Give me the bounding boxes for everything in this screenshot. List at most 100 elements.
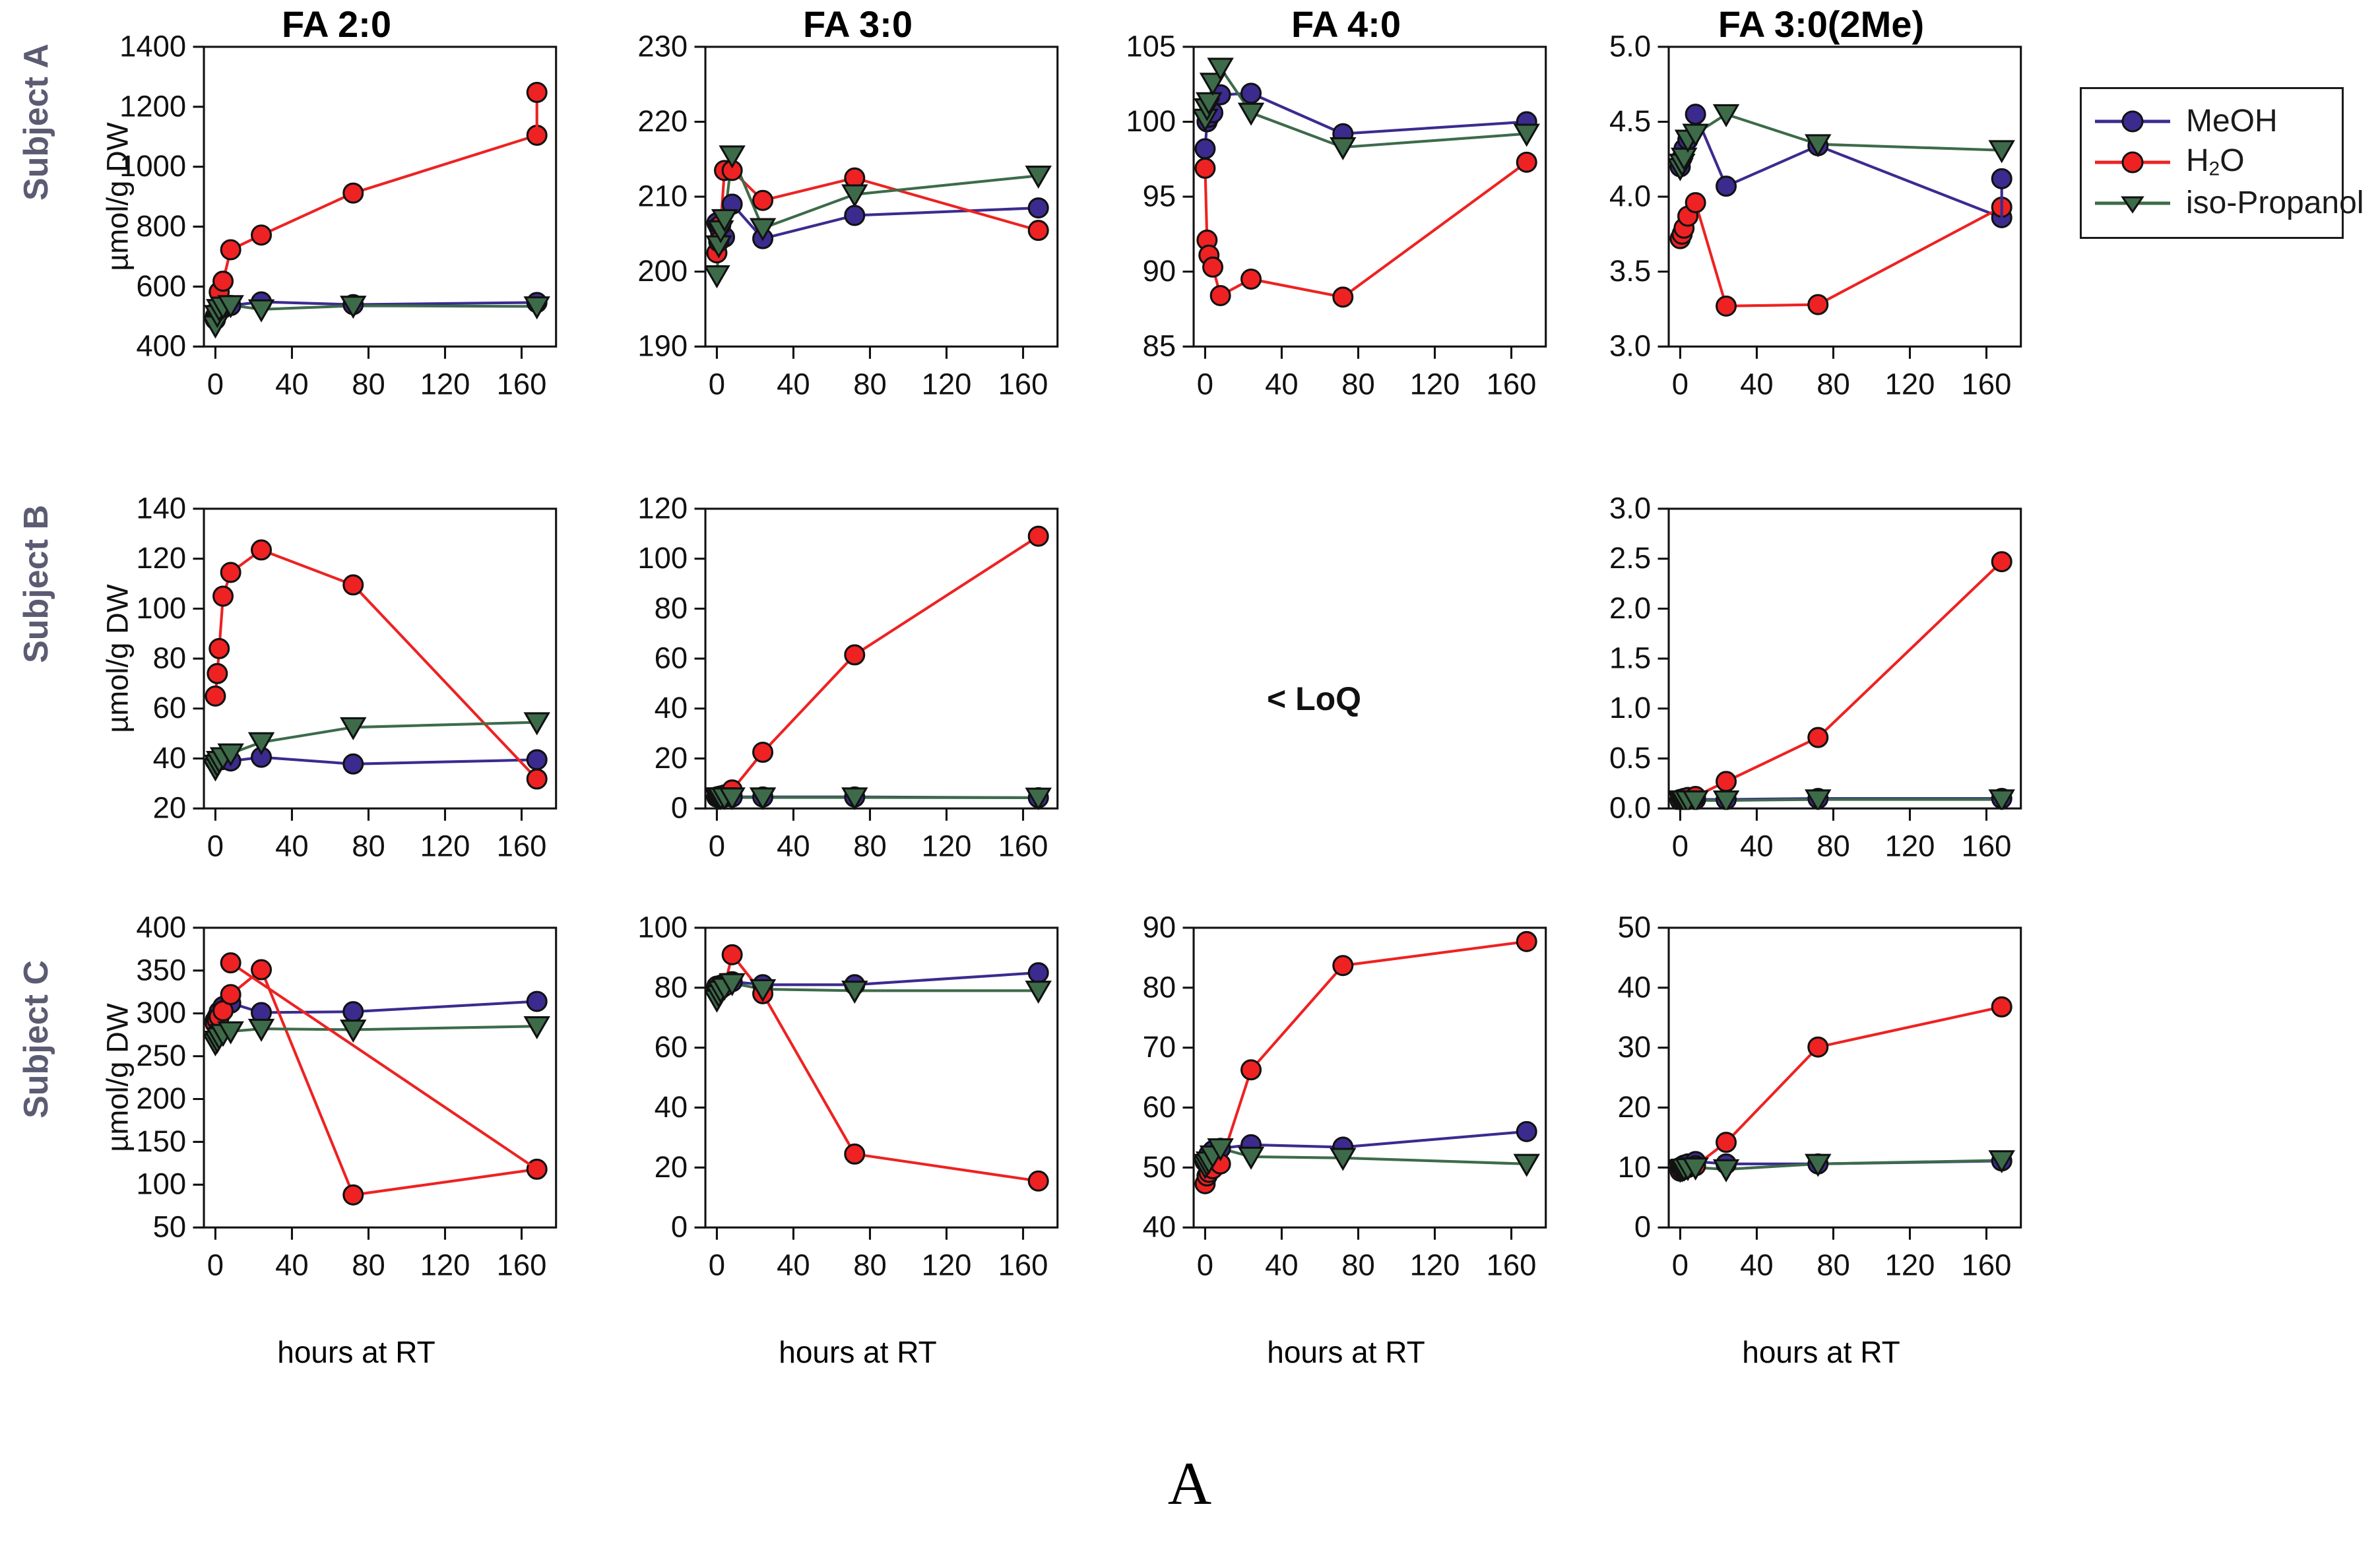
data-point-marker	[844, 205, 866, 226]
data-point-marker	[251, 539, 273, 561]
x-tick-label: 120	[1885, 367, 1935, 401]
x-tick-label: 0	[1672, 1248, 1689, 1281]
y-tick-label: 1.0	[1609, 691, 1651, 725]
y-tick-label: 40	[1618, 970, 1652, 1004]
legend-item-h2o[interactable]: H2O	[2094, 142, 2325, 183]
data-point-marker	[705, 265, 730, 289]
series-layer	[204, 82, 550, 339]
y-tick-label: 1400	[119, 29, 186, 63]
x-tick-label: 40	[275, 1248, 309, 1281]
data-point-marker	[1988, 789, 2015, 810]
x-tick-label: 80	[352, 1248, 385, 1281]
x-tick-label: 0	[709, 367, 725, 401]
series-layer	[705, 525, 1052, 810]
data-point-marker	[1682, 1157, 1709, 1181]
data-point-marker	[209, 637, 230, 659]
x-tick-label: 0	[207, 829, 224, 862]
data-point-marker	[340, 296, 367, 319]
legend-key-h2o-icon	[2095, 151, 2170, 174]
data-point-marker	[1027, 1170, 1049, 1192]
y-tick-label: 0.5	[1609, 741, 1651, 775]
legend-label-h2o: H2O	[2186, 143, 2245, 180]
series-line-extra	[230, 961, 538, 1171]
data-point-marker	[342, 182, 364, 204]
data-point-marker	[523, 296, 550, 320]
data-point-marker	[1716, 176, 1737, 197]
x-tick-label: 40	[777, 829, 810, 862]
y-tick-label: 50	[1143, 1150, 1176, 1184]
x-tick-label: 120	[1410, 1248, 1460, 1281]
y-tick-label: 40	[655, 1090, 688, 1124]
data-point-marker	[1805, 1153, 1832, 1177]
x-tick-label: 80	[1341, 367, 1375, 401]
y-tick-label: 4.0	[1609, 179, 1651, 213]
data-point-marker	[1240, 82, 1262, 104]
data-point-marker	[526, 749, 548, 771]
plot-frame	[203, 46, 558, 348]
series-layer	[1194, 57, 1540, 308]
y-tick-label: 20	[655, 1150, 688, 1184]
y-tick-label: 50	[153, 1210, 187, 1244]
x-tick-label: 40	[1740, 367, 1774, 401]
x-tick-label: 120	[420, 829, 470, 862]
y-axis-title: µmol/g DW	[100, 584, 134, 733]
y-tick-label: 1.5	[1609, 641, 1651, 675]
y-tick-label: 300	[136, 996, 186, 1029]
legend-item-isopropanol[interactable]: iso-Propanol	[2094, 183, 2364, 224]
x-tick-label: 0	[1197, 367, 1213, 401]
x-tick-label: 120	[922, 367, 972, 401]
x-tick-label: 40	[275, 829, 309, 862]
data-point-marker	[719, 145, 746, 169]
chart-panel-a-fa3_0_2me: 3.0 3.5 4.0 4.5 5.0 0 40 80 120 160	[1544, 26, 2045, 449]
y-tick-label: 100	[637, 910, 688, 944]
data-point-marker	[1712, 104, 1740, 127]
x-tick-label: 80	[352, 367, 385, 401]
data-point-marker	[220, 952, 241, 974]
data-point-marker	[1716, 295, 1737, 317]
data-point-marker	[205, 685, 226, 707]
series-line-meoh	[1679, 113, 2003, 219]
series-line-h2o	[1679, 560, 2003, 802]
chart-panel-c-fa3_0_2me: 0 10 20 30 40 50 0 40 80 120 160	[1544, 907, 2045, 1330]
data-point-marker	[1671, 147, 1698, 171]
x-tick-label: 120	[420, 1248, 470, 1281]
y-tick-label: 10	[1618, 1150, 1652, 1184]
x-tick-label: 160	[1487, 1248, 1537, 1281]
data-point-marker	[340, 717, 367, 740]
plot-frame	[203, 926, 558, 1229]
y-tick-label: 1000	[119, 149, 186, 183]
data-point-marker	[217, 1021, 244, 1045]
data-point-marker	[1805, 134, 1832, 158]
data-point-marker	[752, 189, 774, 211]
x-tick-label: 160	[1962, 829, 2012, 862]
y-tick-label: 40	[655, 691, 688, 725]
data-point-marker	[251, 959, 273, 981]
y-tick-label: 250	[136, 1039, 186, 1072]
data-point-marker	[1716, 771, 1737, 793]
panel-letter: A	[1167, 1450, 1212, 1517]
data-point-marker	[1991, 168, 2012, 189]
y-tick-label: 400	[136, 329, 186, 363]
data-point-marker	[1027, 220, 1049, 242]
y-tick-label: 40	[153, 741, 187, 775]
data-point-marker	[1682, 790, 1709, 810]
data-point-marker	[1516, 1120, 1537, 1142]
data-point-marker	[1196, 92, 1223, 115]
y-tick-label: 20	[655, 741, 688, 775]
data-point-marker	[1240, 268, 1262, 290]
y-tick-label: 3.0	[1609, 329, 1651, 363]
plot-frame	[1667, 926, 2022, 1229]
y-tick-label: 140	[136, 491, 186, 525]
x-tick-label: 160	[998, 367, 1048, 401]
y-tick-label: 150	[136, 1124, 186, 1158]
x-tick-label: 120	[1410, 367, 1460, 401]
y-tick-label: 80	[655, 591, 688, 625]
xaxis-title-col3: hours at RT	[1267, 1335, 1425, 1369]
legend-item-meoh[interactable]: MeOH	[2094, 101, 2325, 142]
x-tick-label: 0	[1672, 829, 1689, 862]
y-tick-label: 400	[136, 910, 186, 944]
x-tick-label: 40	[1265, 367, 1299, 401]
data-point-marker	[1199, 73, 1227, 96]
data-point-marker	[1332, 286, 1354, 308]
